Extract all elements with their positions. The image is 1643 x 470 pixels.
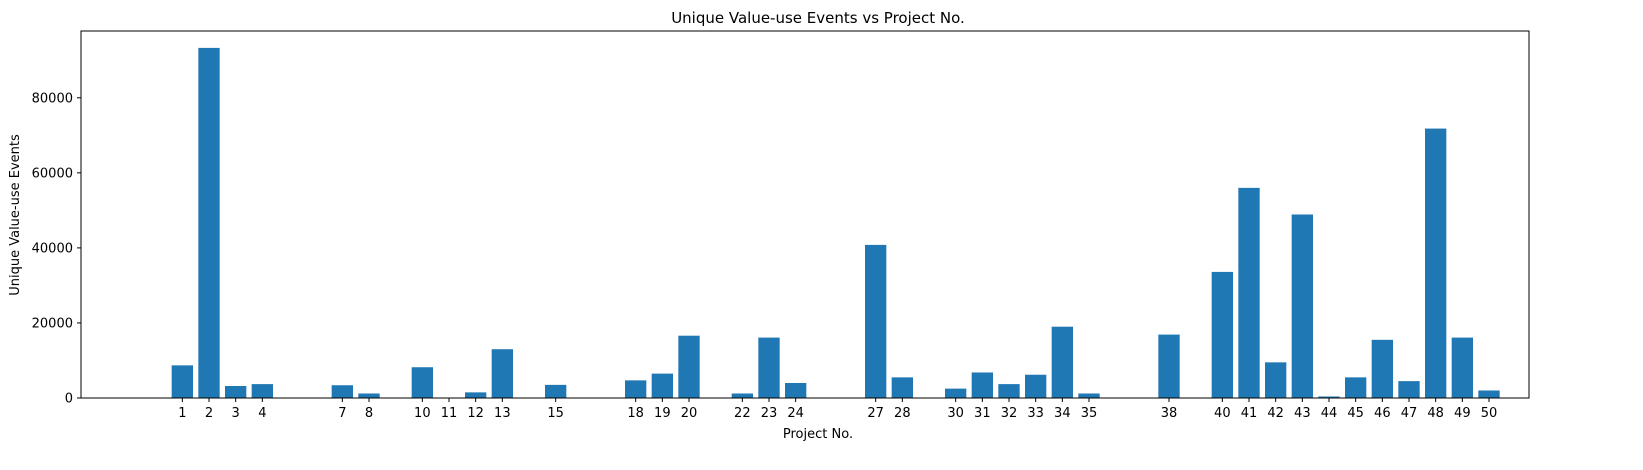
x-tick-label: 8 bbox=[365, 406, 373, 421]
x-tick-label: 48 bbox=[1427, 406, 1444, 421]
x-tick-label: 18 bbox=[627, 406, 644, 421]
bar-project-40 bbox=[1211, 271, 1233, 398]
x-tick-label: 4 bbox=[258, 406, 266, 421]
bar-project-28 bbox=[891, 377, 913, 398]
x-tick-label: 38 bbox=[1161, 406, 1178, 421]
bar-project-22 bbox=[731, 393, 753, 398]
bar-project-10 bbox=[411, 367, 433, 398]
x-tick-label: 13 bbox=[494, 406, 511, 421]
bar-project-35 bbox=[1078, 393, 1100, 398]
y-axis-ticks: 0 20000 40000 60000 80000 bbox=[32, 91, 81, 407]
x-tick-label: 47 bbox=[1401, 406, 1418, 421]
x-tick-label: 1 bbox=[178, 406, 186, 421]
bar-project-43 bbox=[1291, 214, 1313, 398]
bar-project-34 bbox=[1051, 326, 1073, 398]
x-tick-label: 32 bbox=[1001, 406, 1018, 421]
x-tick-label: 12 bbox=[467, 406, 484, 421]
bar-project-49 bbox=[1451, 337, 1473, 398]
bar-project-47 bbox=[1398, 381, 1420, 398]
x-tick-label: 20 bbox=[681, 406, 698, 421]
y-tick-label: 20000 bbox=[32, 316, 73, 331]
x-tick-label: 11 bbox=[441, 406, 458, 421]
bar-project-24 bbox=[785, 382, 807, 398]
x-tick-label: 41 bbox=[1241, 406, 1258, 421]
x-tick-label: 44 bbox=[1321, 406, 1338, 421]
bar-project-45 bbox=[1345, 377, 1367, 398]
x-tick-label: 24 bbox=[787, 406, 804, 421]
bar-project-44 bbox=[1318, 396, 1340, 398]
x-tick-label: 19 bbox=[654, 406, 671, 421]
bar-project-48 bbox=[1425, 128, 1447, 398]
x-tick-label: 40 bbox=[1214, 406, 1231, 421]
x-tick-label: 50 bbox=[1481, 406, 1498, 421]
bar-project-30 bbox=[945, 388, 967, 398]
x-tick-label: 7 bbox=[338, 406, 346, 421]
x-tick-label: 35 bbox=[1081, 406, 1098, 421]
x-tick-label: 28 bbox=[894, 406, 911, 421]
bar-project-8 bbox=[358, 393, 380, 398]
bar-project-32 bbox=[998, 384, 1020, 398]
chart-title: Unique Value-use Events vs Project No. bbox=[671, 9, 965, 27]
bar-project-3 bbox=[225, 385, 247, 398]
x-tick-label: 45 bbox=[1347, 406, 1364, 421]
y-axis-label: Unique Value-use Events bbox=[8, 134, 23, 296]
bar-project-27 bbox=[865, 244, 887, 398]
x-tick-label: 22 bbox=[734, 406, 751, 421]
x-axis-ticks: 1 2 3 4 7 8 10 11 12 13 15 18 19 20 22 23 24 27 28 30 31 32 33… bbox=[178, 398, 1497, 421]
x-tick-label: 42 bbox=[1267, 406, 1284, 421]
bar-project-31 bbox=[971, 372, 993, 398]
x-tick-label: 3 bbox=[232, 406, 240, 421]
x-tick-label: 10 bbox=[414, 406, 431, 421]
bar-project-33 bbox=[1025, 374, 1047, 398]
bar-project-20 bbox=[678, 335, 700, 398]
x-tick-label: 23 bbox=[761, 406, 778, 421]
bar-project-41 bbox=[1238, 187, 1260, 398]
bar-project-13 bbox=[491, 349, 513, 398]
plot-frame bbox=[80, 30, 1530, 399]
x-tick-label: 34 bbox=[1054, 406, 1071, 421]
y-tick-label: 60000 bbox=[32, 166, 73, 181]
bar-project-23 bbox=[758, 337, 780, 398]
x-tick-label: 27 bbox=[867, 406, 884, 421]
x-axis-label: Project No. bbox=[783, 427, 853, 442]
bar-project-1 bbox=[171, 365, 193, 398]
x-tick-label: 33 bbox=[1027, 406, 1044, 421]
bar-project-15 bbox=[545, 384, 567, 398]
x-tick-label: 30 bbox=[947, 406, 964, 421]
x-tick-label: 2 bbox=[205, 406, 213, 421]
x-tick-label: 31 bbox=[974, 406, 991, 421]
bar-project-46 bbox=[1371, 339, 1393, 398]
bar-project-18 bbox=[625, 380, 647, 398]
bar-project-4 bbox=[251, 384, 273, 398]
bar-project-12 bbox=[465, 392, 487, 398]
bar-project-38 bbox=[1158, 334, 1180, 398]
y-tick-label: 0 bbox=[65, 392, 73, 407]
x-tick-label: 49 bbox=[1454, 406, 1471, 421]
y-tick-label: 40000 bbox=[32, 241, 73, 256]
bar-project-19 bbox=[651, 373, 673, 398]
x-tick-label: 43 bbox=[1294, 406, 1311, 421]
bar-project-7 bbox=[331, 385, 353, 398]
bar-project-42 bbox=[1265, 362, 1287, 398]
bar-project-50 bbox=[1478, 390, 1500, 398]
bar-project-2 bbox=[198, 47, 220, 398]
bars-group bbox=[171, 47, 1500, 398]
x-tick-label: 46 bbox=[1374, 406, 1391, 421]
x-tick-label: 15 bbox=[547, 406, 564, 421]
y-tick-label: 80000 bbox=[32, 91, 73, 106]
